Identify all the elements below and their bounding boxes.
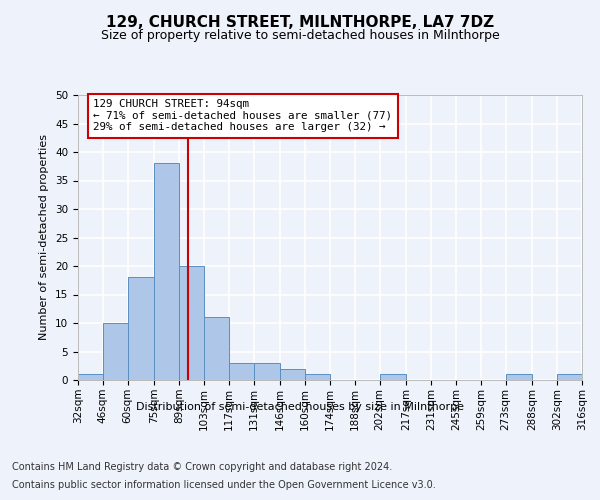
Bar [380, 374, 406, 380]
Text: 129 CHURCH STREET: 94sqm
← 71% of semi-detached houses are smaller (77)
29% of s: 129 CHURCH STREET: 94sqm ← 71% of semi-d… [93, 100, 392, 132]
Bar [557, 374, 582, 380]
Bar [280, 368, 305, 380]
Text: Contains HM Land Registry data © Crown copyright and database right 2024.: Contains HM Land Registry data © Crown c… [12, 462, 392, 472]
Bar [305, 374, 330, 380]
Bar [179, 266, 204, 380]
Bar [204, 318, 229, 380]
Y-axis label: Number of semi-detached properties: Number of semi-detached properties [40, 134, 49, 340]
Bar [154, 164, 179, 380]
Bar [229, 363, 254, 380]
Bar [254, 363, 280, 380]
Text: Contains public sector information licensed under the Open Government Licence v3: Contains public sector information licen… [12, 480, 436, 490]
Text: Size of property relative to semi-detached houses in Milnthorpe: Size of property relative to semi-detach… [101, 28, 499, 42]
Text: 129, CHURCH STREET, MILNTHORPE, LA7 7DZ: 129, CHURCH STREET, MILNTHORPE, LA7 7DZ [106, 15, 494, 30]
Bar [506, 374, 532, 380]
Bar [103, 323, 128, 380]
Bar [128, 278, 154, 380]
Text: Distribution of semi-detached houses by size in Milnthorpe: Distribution of semi-detached houses by … [136, 402, 464, 412]
Bar [78, 374, 103, 380]
